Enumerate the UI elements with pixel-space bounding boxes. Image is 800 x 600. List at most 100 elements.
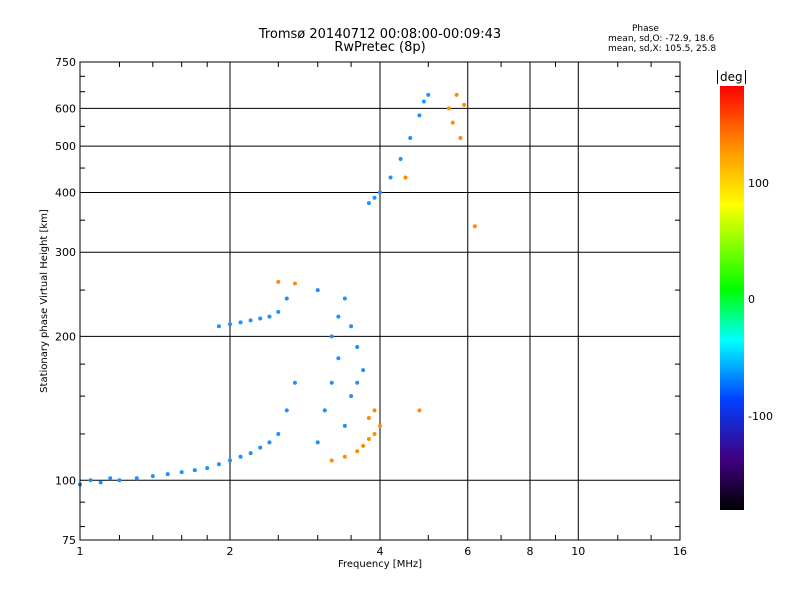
data-point-o: [284, 296, 289, 301]
chart-subtitle: RwPretec (8p): [334, 40, 426, 55]
data-point-o: [267, 314, 272, 319]
phase-heading: Phase: [632, 24, 659, 34]
data-point-x: [372, 431, 377, 436]
data-point-o: [342, 296, 347, 301]
x-tick-label: 6: [464, 545, 471, 558]
data-point-o: [258, 445, 263, 450]
x-axis-label: Frequency [MHz]: [338, 559, 422, 570]
data-point-o: [108, 476, 113, 481]
x-tick-label: 16: [673, 545, 687, 558]
data-point-o: [267, 440, 272, 445]
data-point-x: [472, 224, 477, 229]
data-point-o: [426, 92, 431, 97]
data-point-o: [342, 423, 347, 428]
data-point-o: [366, 201, 371, 206]
data-point-x: [454, 92, 459, 97]
data-point-o: [134, 476, 139, 481]
data-point-o: [179, 470, 184, 475]
data-point-x: [372, 408, 377, 413]
data-point-x: [342, 454, 347, 459]
data-point-o: [98, 480, 103, 485]
x-tick-label: 8: [527, 545, 534, 558]
colorbar: [720, 86, 744, 510]
y-tick-label: 600: [55, 102, 76, 115]
data-point-o: [117, 478, 122, 483]
data-point-x: [361, 443, 366, 448]
y-tick-label: 750: [55, 56, 76, 69]
data-point-o: [417, 113, 422, 118]
x-tick-label: 10: [571, 545, 585, 558]
data-point-o: [329, 334, 334, 339]
data-point-x: [366, 415, 371, 420]
data-point-o: [238, 320, 243, 325]
data-point-o: [315, 288, 320, 293]
data-point-x: [378, 423, 382, 428]
y-tick-label: 500: [55, 140, 76, 153]
data-point-o: [408, 136, 413, 141]
data-point-o: [88, 478, 93, 483]
phase-stats-x: mean, sd,X: 105.5, 25.8: [608, 44, 717, 54]
data-point-o: [361, 368, 366, 373]
y-tick-label: 400: [55, 186, 76, 199]
colorbar-tick-0: 0: [748, 293, 755, 306]
data-point-o: [216, 462, 221, 467]
data-point-o: [258, 316, 263, 321]
data-point-x: [450, 120, 455, 125]
data-point-o: [378, 190, 382, 195]
data-point-o: [355, 380, 360, 385]
axis-ticks: 1 2 4 6 8 10 16 75 100 200 300 400 500 600 750: [55, 56, 687, 558]
plot-frame: [79, 61, 681, 541]
data-point-o: [315, 440, 320, 445]
data-point-o: [322, 408, 327, 413]
x-tick-label: 4: [377, 545, 384, 558]
data-point-o: [421, 99, 426, 104]
y-tick-label: 200: [55, 330, 76, 343]
data-point-x: [446, 106, 451, 111]
data-point-o: [228, 322, 232, 327]
data-point-o: [388, 175, 393, 180]
data-point-o: [276, 431, 281, 436]
x-tick-label: 2: [227, 545, 234, 558]
data-point-x: [403, 175, 408, 180]
data-point-o: [165, 472, 170, 477]
data-point-x: [276, 279, 281, 284]
grid-lines: [80, 62, 680, 540]
y-tick-label: 300: [55, 246, 76, 259]
data-points: [78, 92, 477, 487]
data-point-o: [238, 454, 243, 459]
data-point-o: [248, 318, 253, 323]
data-point-o: [205, 466, 210, 471]
data-point-x: [329, 458, 334, 463]
data-point-o: [372, 195, 377, 200]
data-point-o: [276, 309, 281, 314]
data-point-o: [349, 324, 354, 329]
colorbar-tick-minus-100: -100: [748, 410, 773, 423]
data-point-o: [292, 380, 297, 385]
data-point-o: [248, 451, 253, 456]
data-point-o: [192, 468, 197, 473]
data-point-o: [284, 408, 289, 413]
data-point-o: [228, 458, 232, 463]
data-point-o: [150, 474, 155, 479]
data-point-o: [329, 380, 334, 385]
data-point-o: [349, 394, 354, 399]
x-tick-label: 1: [77, 545, 84, 558]
colorbar-unit-label: deg: [717, 70, 746, 84]
data-point-x: [292, 281, 297, 286]
colorbar-tick-100: 100: [748, 177, 769, 190]
y-tick-label: 100: [55, 474, 76, 487]
y-axis-label: Stationary phase Virtual Height [km]: [39, 209, 50, 393]
data-point-o: [398, 157, 403, 162]
phase-stats-o: mean, sd,O: -72.9, 18.6: [608, 34, 715, 44]
data-point-x: [366, 436, 371, 441]
data-point-x: [462, 102, 467, 107]
data-point-x: [417, 408, 422, 413]
chart-title: Tromsø 20140712 00:08:00-00:09:43: [258, 27, 502, 42]
data-point-o: [336, 356, 341, 361]
y-tick-label: 75: [62, 534, 76, 547]
data-point-o: [336, 314, 341, 319]
data-point-x: [458, 136, 463, 141]
data-point-o: [355, 345, 360, 350]
data-point-o: [216, 324, 221, 329]
